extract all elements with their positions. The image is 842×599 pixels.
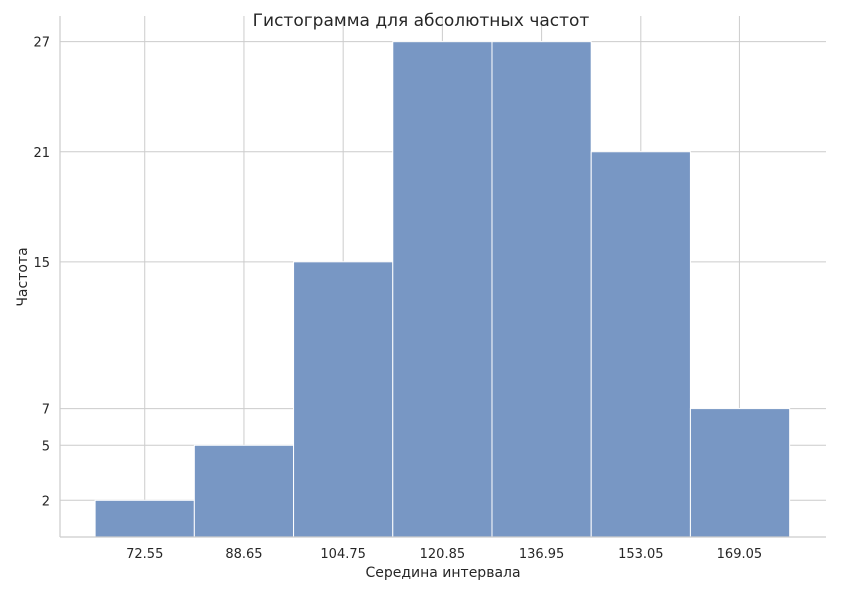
bars [94,41,791,538]
y-tick-label: 7 [42,403,50,418]
x-tick-label: 136.95 [519,547,565,562]
histogram-bar [590,151,691,538]
chart-title: Гистограмма для абсолютных частот [253,11,590,31]
x-tick-label: 72.55 [126,547,163,562]
histogram-bar [193,444,295,538]
y-tick-label: 15 [33,256,50,271]
y-tick-label: 5 [42,439,50,454]
x-axis-label: Середина интервала [365,565,520,581]
x-tick-label: 169.05 [717,547,763,562]
y-axis-label: Частота [15,247,31,306]
histogram-bar [689,408,791,538]
y-tick-label: 27 [33,36,50,51]
y-tick-label: 2 [42,494,50,509]
tick-labels: 72.55 88.65 104.75 120.85 136.95 153.05 169.05… [33,36,762,562]
x-tick-label: 88.65 [225,547,262,562]
x-tick-label: 104.75 [320,547,366,562]
x-tick-label: 120.85 [420,547,466,562]
histogram-bar [94,499,195,538]
y-tick-label: 21 [33,146,50,161]
axes-spines [59,16,826,538]
histogram-bar [491,41,592,538]
x-tick-label: 153.05 [618,547,664,562]
histogram-bar [293,261,394,538]
histogram-bar [392,41,493,538]
